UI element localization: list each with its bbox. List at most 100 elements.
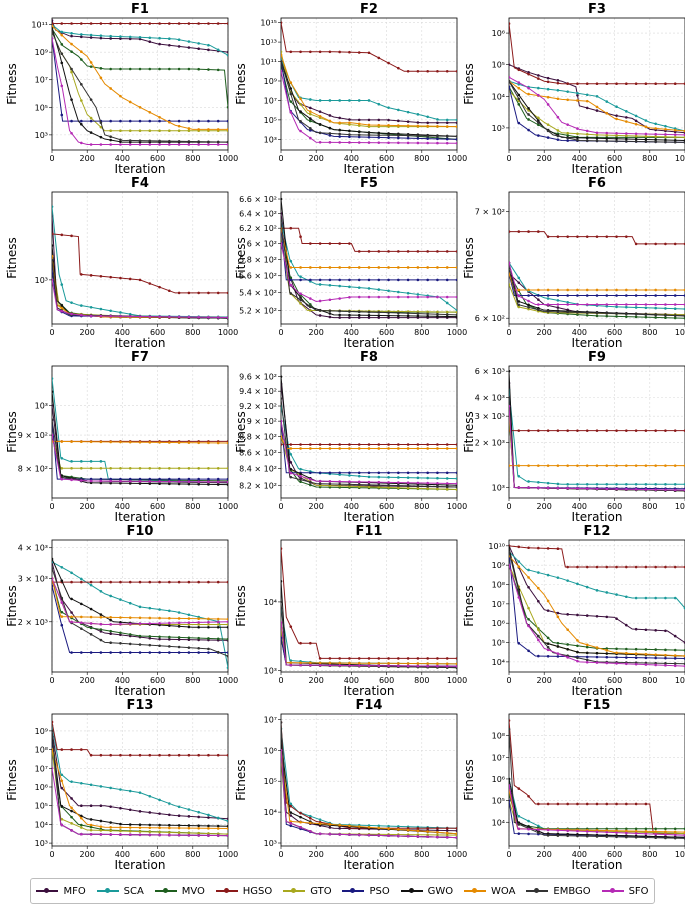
series-point-sfo (299, 292, 302, 295)
series-line-hgso (509, 23, 685, 85)
series-point-hgso (537, 802, 540, 806)
series-point-sca (527, 819, 530, 823)
series-point-pso (80, 119, 83, 123)
series-point-gwo (509, 777, 511, 781)
series-point-gwo (52, 557, 54, 561)
series-point-hgso (338, 50, 341, 54)
series-point-woa (673, 288, 677, 292)
chart-title: F13 (127, 698, 154, 713)
series-point-sfo (416, 835, 420, 838)
series-point-woa (509, 464, 511, 467)
series-point-pso (445, 278, 449, 282)
x-tick-label: 400 (572, 154, 587, 163)
series-point-sfo (426, 481, 429, 485)
series-point-sca (80, 33, 83, 36)
series-point-pso (673, 657, 677, 660)
series-point-sfo (70, 312, 73, 316)
y-tick-label: 7 × 10² (475, 208, 505, 217)
series-point-embgo (281, 219, 283, 223)
series-point-gto (70, 70, 73, 74)
series-point-hgso (527, 429, 530, 432)
series-point-embgo (80, 627, 83, 630)
series-point-woa (585, 464, 589, 467)
series-point-mfo (357, 118, 361, 122)
x-tick-label: 200 (537, 502, 552, 511)
series-point-embgo (546, 834, 550, 837)
series-point-sca (318, 99, 322, 102)
series-point-sfo (546, 828, 550, 832)
series-line-sca (52, 725, 228, 822)
series-point-hgso (585, 82, 589, 86)
series-point-sfo (634, 488, 638, 491)
series-point-gwo (309, 117, 312, 120)
series-point-pso (509, 799, 511, 802)
series-point-embgo (585, 311, 589, 315)
series-point-hgso (509, 719, 511, 722)
legend-item-gto: GTO (283, 886, 332, 897)
series-point-pso (158, 477, 161, 481)
series-point-mvo (566, 643, 569, 646)
series-point-sca (537, 480, 540, 484)
legend-label: WOA (491, 885, 516, 897)
series-point-sca (338, 473, 341, 476)
y-tick-label: 5.8 × 10² (239, 255, 277, 264)
series-point-hgso (426, 69, 429, 73)
x-tick-label: 600 (607, 502, 622, 511)
x-axis-label: Iteration (344, 336, 395, 350)
y-tick-label: 9.6 × 10² (239, 373, 277, 382)
series-point-gwo (585, 651, 589, 655)
series-point-woa (328, 447, 332, 450)
series-point-sfo (80, 621, 83, 624)
series-point-gto (445, 833, 449, 837)
series-point-embgo (576, 138, 579, 142)
series-point-sfo (119, 314, 122, 318)
series-line-gwo (509, 262, 685, 317)
series-point-embgo (615, 312, 618, 315)
series-point-hgso (148, 753, 152, 757)
series-point-sfo (89, 314, 93, 318)
series-point-sca (654, 482, 657, 486)
series-point-sca (70, 780, 73, 783)
series-point-gwo (187, 625, 191, 629)
series-point-pso (416, 278, 420, 282)
series-point-sfo (119, 622, 122, 626)
series-line-sca (281, 608, 457, 665)
series-point-woa (177, 124, 181, 128)
series-line-gwo (281, 740, 457, 835)
series-point-sca (644, 119, 648, 122)
series-point-woa (289, 266, 293, 269)
series-point-hgso (527, 546, 530, 550)
series-point-gwo (556, 645, 560, 648)
series-point-gto (673, 135, 677, 139)
series-point-mvo (138, 634, 142, 638)
series-point-woa (187, 441, 191, 444)
series-point-embgo (664, 313, 667, 317)
series-group (281, 721, 457, 839)
series-point-hgso (138, 22, 142, 25)
series-point-embgo (289, 292, 293, 295)
series-point-woa (517, 86, 521, 90)
y-tick-label: 9.4 × 10² (239, 387, 277, 396)
series-point-gwo (158, 482, 161, 486)
series-line-gwo (281, 376, 457, 486)
series-point-sfo (348, 833, 351, 836)
series-point-embgo (348, 483, 351, 486)
series-point-mfo (99, 630, 103, 633)
series-point-pso (109, 119, 112, 123)
series-point-embgo (644, 140, 648, 143)
series-point-woa (357, 122, 361, 126)
series-point-sfo (299, 129, 302, 133)
series-point-gto (527, 307, 530, 311)
series-point-hgso (289, 226, 293, 230)
series-point-gto (89, 467, 93, 470)
series-point-sfo (576, 829, 579, 833)
series-point-sca (318, 818, 322, 821)
series-point-mfo (119, 633, 122, 637)
series-point-gto (128, 830, 132, 833)
series-line-woa (52, 578, 228, 620)
plot-frame (280, 191, 458, 325)
series-line-sfo (52, 578, 228, 625)
series-point-woa (566, 464, 569, 467)
series-point-mfo (615, 617, 618, 620)
series-point-sca (89, 33, 93, 37)
